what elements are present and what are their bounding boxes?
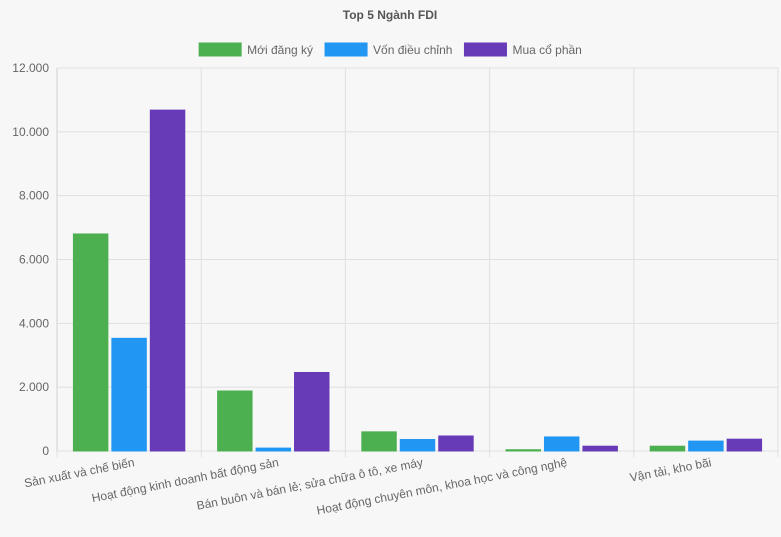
y-tick-label: 6.000 xyxy=(19,253,49,267)
x-tick-label: Vận tải, kho bãi xyxy=(629,455,713,485)
bar[interactable] xyxy=(255,447,292,452)
bar[interactable] xyxy=(399,439,436,452)
y-tick-label: 10.000 xyxy=(12,125,49,139)
legend-item[interactable]: Mua cổ phần xyxy=(463,42,582,57)
chart-title: Top 5 Ngành FDI xyxy=(343,8,437,22)
bar[interactable] xyxy=(438,435,474,452)
legend-label: Mua cổ phần xyxy=(512,43,581,57)
y-tick-label: 4.000 xyxy=(19,316,49,330)
bar[interactable] xyxy=(582,445,618,452)
bar[interactable] xyxy=(111,337,147,452)
y-tick-label: 0 xyxy=(42,444,49,458)
bar[interactable] xyxy=(294,371,330,452)
legend-label: Vốn điều chỉnh xyxy=(373,43,452,57)
legend-item[interactable]: Vốn điều chỉnh xyxy=(324,42,452,57)
legend-item[interactable]: Mới đăng ký xyxy=(198,42,313,57)
y-tick-label: 12.000 xyxy=(12,61,49,75)
bar[interactable] xyxy=(726,438,763,452)
bar[interactable] xyxy=(361,431,397,452)
legend-swatch xyxy=(463,42,507,57)
bar[interactable] xyxy=(688,440,724,452)
bar[interactable] xyxy=(505,449,541,452)
legend-swatch xyxy=(324,42,368,57)
bars xyxy=(72,109,763,452)
y-axis: 0 2.000 4.000 6.000 8.000 10.000 12.000 xyxy=(12,61,58,458)
bar[interactable] xyxy=(217,390,253,452)
y-tick-label: 2.000 xyxy=(19,380,49,394)
bar[interactable] xyxy=(649,445,686,452)
bar[interactable] xyxy=(543,436,580,452)
y-tick-label: 8.000 xyxy=(19,189,49,203)
bar[interactable] xyxy=(72,233,109,452)
legend-label: Mới đăng ký xyxy=(247,43,313,57)
x-tick-label: Hoạt động chuyên môn, khoa học và công n… xyxy=(315,455,568,517)
legend[interactable]: Mới đăng ký Vốn điều chỉnh Mua cổ phần xyxy=(198,42,582,57)
bar[interactable] xyxy=(149,109,186,452)
legend-swatch xyxy=(198,42,242,57)
